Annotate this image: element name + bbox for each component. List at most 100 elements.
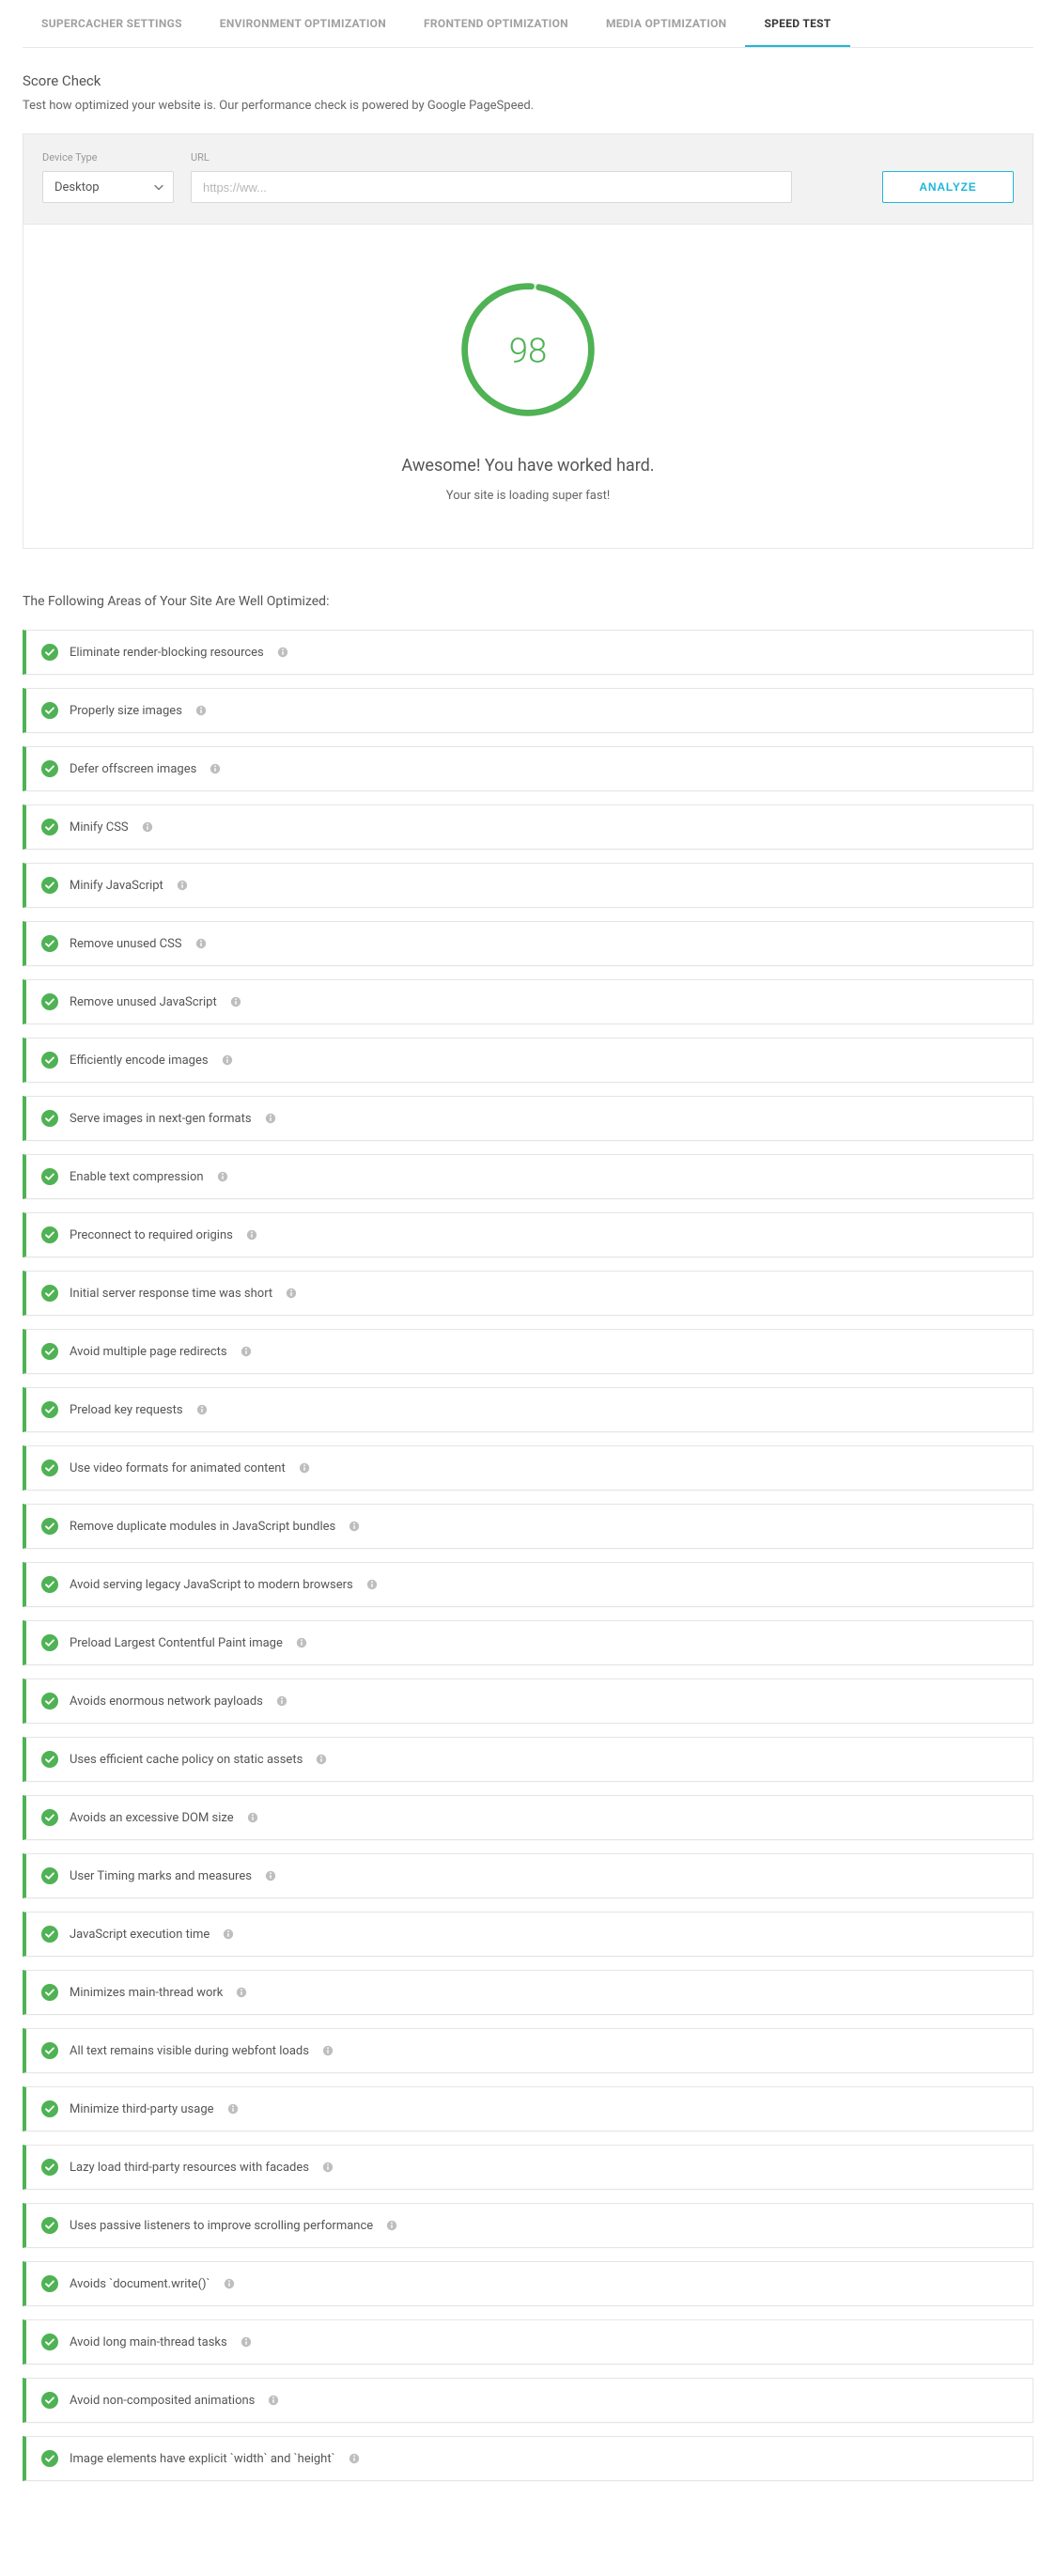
analyze-button[interactable]: ANALYZE <box>882 171 1014 203</box>
info-icon <box>236 1987 247 1998</box>
info-icon <box>223 1928 234 1940</box>
optimized-item[interactable]: Remove unused JavaScript <box>23 979 1033 1024</box>
device-type-select[interactable]: Desktop <box>42 171 174 203</box>
check-circle-icon <box>41 1693 58 1710</box>
optimized-item[interactable]: All text remains visible during webfont … <box>23 2028 1033 2073</box>
optimized-item-label: Remove unused CSS <box>70 937 182 951</box>
check-circle-icon <box>41 993 58 1010</box>
info-icon <box>386 2220 397 2231</box>
optimized-item[interactable]: Serve images in next-gen formats <box>23 1096 1033 1141</box>
optimized-item[interactable]: Minify JavaScript <box>23 863 1033 908</box>
optimized-item[interactable]: Lazy load third-party resources with fac… <box>23 2145 1033 2190</box>
optimized-item-label: Lazy load third-party resources with fac… <box>70 2161 309 2175</box>
info-icon <box>210 763 221 774</box>
tab-supercacher[interactable]: SUPERCACHER SETTINGS <box>23 0 201 47</box>
check-circle-icon <box>41 1168 58 1185</box>
optimized-item[interactable]: Uses efficient cache policy on static as… <box>23 1737 1033 1782</box>
optimized-item[interactable]: Preconnect to required origins <box>23 1212 1033 1257</box>
tab-environment[interactable]: ENVIRONMENT OPTIMIZATION <box>201 0 405 47</box>
optimized-item[interactable]: Avoid serving legacy JavaScript to moder… <box>23 1562 1033 1607</box>
optimized-item[interactable]: Minimize third-party usage <box>23 2086 1033 2131</box>
check-circle-icon <box>41 2275 58 2292</box>
info-icon <box>246 1229 257 1241</box>
check-circle-icon <box>41 1634 58 1651</box>
optimized-item-label: Avoid long main-thread tasks <box>70 2335 227 2350</box>
optimized-item-label: Image elements have explicit `width` and… <box>70 2452 335 2466</box>
optimized-item[interactable]: Enable text compression <box>23 1154 1033 1199</box>
optimized-item[interactable]: Uses passive listeners to improve scroll… <box>23 2203 1033 2248</box>
optimized-item-label: Uses efficient cache policy on static as… <box>70 1753 303 1767</box>
optimized-item[interactable]: Remove unused CSS <box>23 921 1033 966</box>
optimized-item-label: User Timing marks and measures <box>70 1869 252 1883</box>
optimized-item[interactable]: User Timing marks and measures <box>23 1853 1033 1898</box>
optimized-item[interactable]: Preload Largest Contentful Paint image <box>23 1620 1033 1665</box>
optimized-item[interactable]: Avoid non-composited animations <box>23 2378 1033 2423</box>
check-circle-icon <box>41 1343 58 1360</box>
optimized-item[interactable]: Avoids an excessive DOM size <box>23 1795 1033 1840</box>
optimized-item[interactable]: Avoid multiple page redirects <box>23 1329 1033 1374</box>
device-type-label: Device Type <box>42 151 174 164</box>
optimized-item[interactable]: Preload key requests <box>23 1387 1033 1432</box>
check-circle-icon <box>41 2042 58 2059</box>
check-circle-icon <box>41 1751 58 1768</box>
check-circle-icon <box>41 935 58 952</box>
speed-test-form: Device Type Desktop URL ANALYZE <box>23 133 1033 225</box>
optimized-item-label: Eliminate render-blocking resources <box>70 646 264 660</box>
optimized-list: Eliminate render-blocking resources Prope… <box>23 630 1033 2481</box>
chevron-down-icon <box>154 180 163 195</box>
tab-media[interactable]: MEDIA OPTIMIZATION <box>587 0 745 47</box>
optimized-item-label: Avoids an excessive DOM size <box>70 1811 234 1825</box>
optimized-item[interactable]: Avoids `document.write()` <box>23 2261 1033 2306</box>
section-title: Score Check <box>23 72 1033 89</box>
optimized-heading: The Following Areas of Your Site Are Wel… <box>23 594 1033 609</box>
optimized-item[interactable]: Eliminate render-blocking resources <box>23 630 1033 675</box>
check-circle-icon <box>41 2392 58 2409</box>
info-icon <box>195 938 207 949</box>
optimized-item[interactable]: Properly size images <box>23 688 1033 733</box>
info-icon <box>241 2336 252 2348</box>
optimized-item[interactable]: Avoids enormous network payloads <box>23 1678 1033 1724</box>
optimized-item[interactable]: Initial server response time was short <box>23 1271 1033 1316</box>
optimized-item-label: Avoid serving legacy JavaScript to moder… <box>70 1578 353 1592</box>
info-icon <box>322 2162 334 2173</box>
check-circle-icon <box>41 1518 58 1535</box>
optimized-item-label: Serve images in next-gen formats <box>70 1112 252 1126</box>
check-circle-icon <box>41 1052 58 1069</box>
optimized-item[interactable]: Image elements have explicit `width` and… <box>23 2436 1033 2481</box>
optimized-item[interactable]: JavaScript execution time <box>23 1912 1033 1957</box>
tab-speedtest[interactable]: SPEED TEST <box>745 0 849 47</box>
optimized-item[interactable]: Efficiently encode images <box>23 1038 1033 1083</box>
optimized-item[interactable]: Avoid long main-thread tasks <box>23 2319 1033 2365</box>
check-circle-icon <box>41 877 58 894</box>
check-circle-icon <box>41 1867 58 1884</box>
tab-frontend[interactable]: FRONTEND OPTIMIZATION <box>405 0 587 47</box>
info-icon <box>296 1637 307 1648</box>
check-circle-icon <box>41 1401 58 1418</box>
optimized-item[interactable]: Defer offscreen images <box>23 746 1033 791</box>
check-circle-icon <box>41 1460 58 1476</box>
info-icon <box>217 1171 228 1182</box>
info-icon <box>247 1812 258 1823</box>
info-icon <box>366 1579 378 1590</box>
optimized-item[interactable]: Remove duplicate modules in JavaScript b… <box>23 1504 1033 1549</box>
optimized-item[interactable]: Minimizes main-thread work <box>23 1970 1033 2015</box>
optimized-item-label: Minify CSS <box>70 820 129 835</box>
check-circle-icon <box>41 702 58 719</box>
optimized-item-label: Remove unused JavaScript <box>70 995 217 1009</box>
url-input[interactable] <box>191 171 792 203</box>
check-circle-icon <box>41 1576 58 1593</box>
check-circle-icon <box>41 2217 58 2234</box>
optimized-item[interactable]: Use video formats for animated content <box>23 1445 1033 1491</box>
optimized-item[interactable]: Minify CSS <box>23 804 1033 850</box>
check-circle-icon <box>41 1110 58 1127</box>
check-circle-icon <box>41 2334 58 2350</box>
url-label: URL <box>191 151 792 164</box>
optimized-item-label: Preload key requests <box>70 1403 183 1417</box>
optimized-item-label: Initial server response time was short <box>70 1287 272 1301</box>
score-card: 98 Awesome! You have worked hard. Your s… <box>23 225 1033 549</box>
check-circle-icon <box>41 644 58 661</box>
info-icon <box>268 2395 279 2406</box>
optimized-item-label: Defer offscreen images <box>70 762 196 776</box>
optimized-item-label: Preload Largest Contentful Paint image <box>70 1636 283 1650</box>
info-icon <box>316 1754 327 1765</box>
